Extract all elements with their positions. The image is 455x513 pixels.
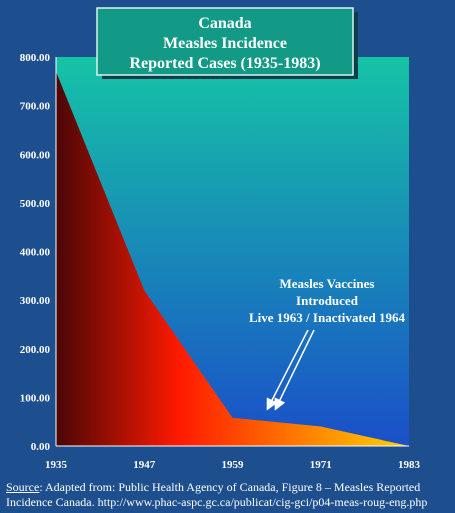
- title-line-2: Measles Incidence: [163, 35, 287, 52]
- y-tick-label: 700.00: [20, 101, 51, 113]
- y-tick-label: 0.00: [31, 441, 51, 453]
- y-tick-label: 100.00: [20, 392, 51, 404]
- area-series-measles: [56, 71, 409, 447]
- x-tick-label: 1983: [398, 459, 421, 471]
- x-tick-label: 1971: [310, 459, 332, 471]
- title-line-1: Canada: [198, 15, 251, 32]
- measles-chart: 0.00 100.00 200.00 300.00 400.00 500.00 600.00…: [20, 7, 421, 471]
- source-note: Source: Adapted from: Public Health Agen…: [6, 480, 451, 510]
- y-tick-label: 600.00: [20, 149, 51, 161]
- x-tick-label: 1959: [222, 459, 245, 471]
- arrow-live-vaccine: [266, 329, 309, 411]
- axes-layer: 0.00 100.00 200.00 300.00 400.00 500.00 600.00…: [20, 52, 421, 471]
- title-box: [96, 7, 354, 76]
- arrow-inactivated-vaccine: [274, 329, 315, 411]
- y-tick-label: 800.00: [20, 52, 51, 64]
- vaccine-annotation: Measles Vaccines Introduced Live 1963 / In…: [249, 276, 405, 411]
- annotation-line-1: Measles Vaccines: [280, 276, 375, 291]
- y-tick-label: 200.00: [20, 344, 51, 356]
- area-layer: [56, 71, 409, 447]
- y-tick-label: 300.00: [20, 295, 51, 307]
- source-label: Source: [6, 480, 40, 494]
- source-text: : Adapted from: Public Health Agency of …: [6, 480, 428, 509]
- y-tick-label: 400.00: [20, 247, 51, 259]
- annotation-line-3: Live 1963 / Inactivated 1964: [249, 310, 405, 325]
- title-line-3: Reported Cases (1935-1983): [129, 55, 320, 72]
- chart-title: Canada Measles Incidence Reported Cases (1…: [96, 7, 358, 79]
- x-tick-label: 1947: [133, 459, 156, 471]
- x-tick-label: 1935: [45, 459, 68, 471]
- y-tick-label: 500.00: [20, 198, 51, 210]
- annotation-line-2: Introduced: [296, 293, 359, 308]
